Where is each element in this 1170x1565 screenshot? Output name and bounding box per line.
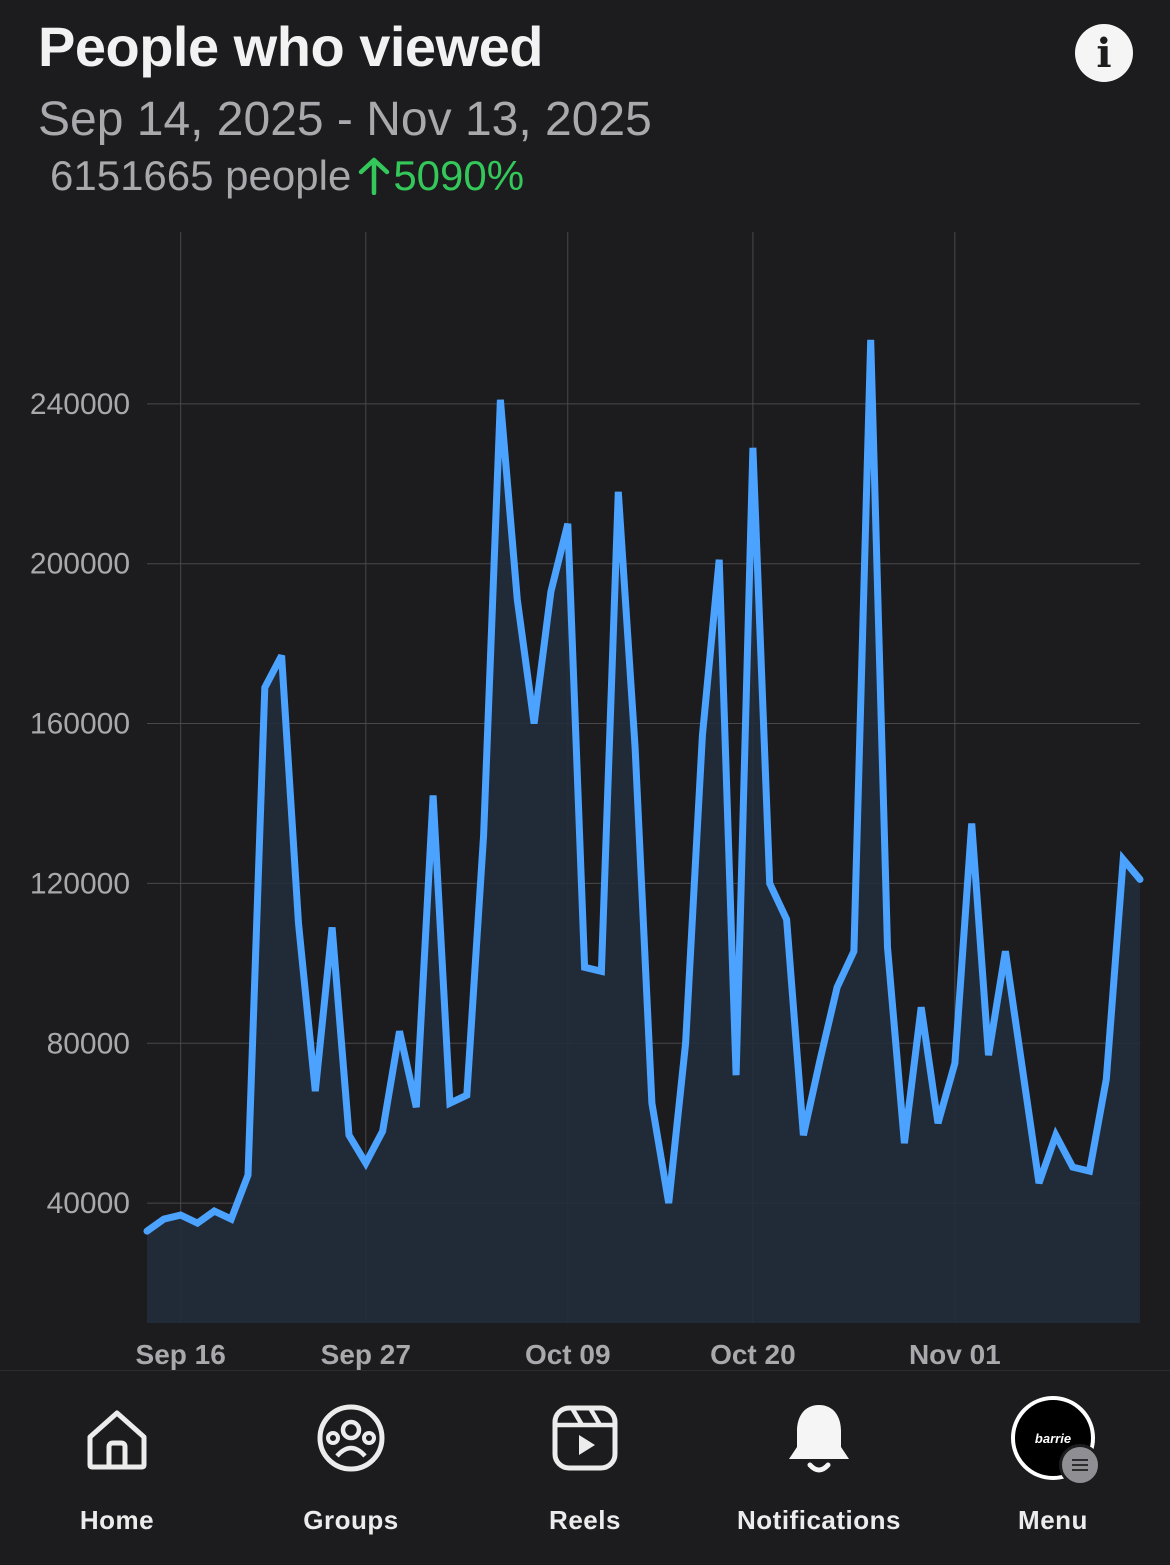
tab-label: Reels <box>468 1505 702 1536</box>
tab-label: Menu <box>936 1505 1170 1536</box>
groups-icon <box>234 1401 468 1475</box>
y-tick-label: 120000 <box>30 867 130 900</box>
x-tick-label: Oct 09 <box>525 1339 611 1370</box>
y-tick-label: 40000 <box>47 1187 130 1220</box>
line-chart: 40000 80000 120000 160000 200000 240000 Sep 16… <box>0 220 1170 1370</box>
tab-groups[interactable]: Groups <box>234 1401 468 1536</box>
y-tick-label: 200000 <box>30 548 130 581</box>
date-range: Sep 14, 2025 - Nov 13, 2025 <box>38 92 652 147</box>
y-tick-label: 80000 <box>47 1027 130 1060</box>
change-percent: 5090% <box>393 152 524 200</box>
avatar: barrie <box>1011 1396 1095 1480</box>
tab-reels[interactable]: Reels <box>468 1401 702 1536</box>
summary: 6151665 people 5090% <box>50 152 524 200</box>
menu-icon <box>1059 1444 1101 1486</box>
reels-icon <box>468 1401 702 1475</box>
avatar-brand: barrie <box>1035 1431 1071 1446</box>
tab-label: Home <box>0 1505 234 1536</box>
tab-label: Groups <box>234 1505 468 1536</box>
tab-label: Notifications <box>702 1505 936 1536</box>
tab-notifications[interactable]: Notifications <box>702 1401 936 1536</box>
menu-icon-wrap: barrie <box>936 1401 1170 1475</box>
arrow-up-icon <box>357 157 391 195</box>
tab-home[interactable]: Home <box>0 1401 234 1536</box>
tab-menu[interactable]: barrie Menu <box>936 1401 1170 1536</box>
people-count: 6151665 people <box>50 152 351 200</box>
x-tick-label: Sep 27 <box>321 1339 411 1370</box>
info-icon[interactable]: i <box>1075 24 1133 82</box>
y-tick-label: 240000 <box>30 388 130 421</box>
bottom-tab-bar: Home Groups Reels Notifications barrie M… <box>0 1370 1170 1565</box>
x-tick-label: Nov 01 <box>909 1339 1001 1370</box>
y-tick-label: 160000 <box>30 708 130 741</box>
x-tick-label: Oct 20 <box>710 1339 796 1370</box>
bell-icon <box>702 1401 936 1475</box>
x-tick-label: Sep 16 <box>136 1339 226 1370</box>
page-title: People who viewed <box>38 14 543 79</box>
home-icon <box>0 1401 234 1475</box>
